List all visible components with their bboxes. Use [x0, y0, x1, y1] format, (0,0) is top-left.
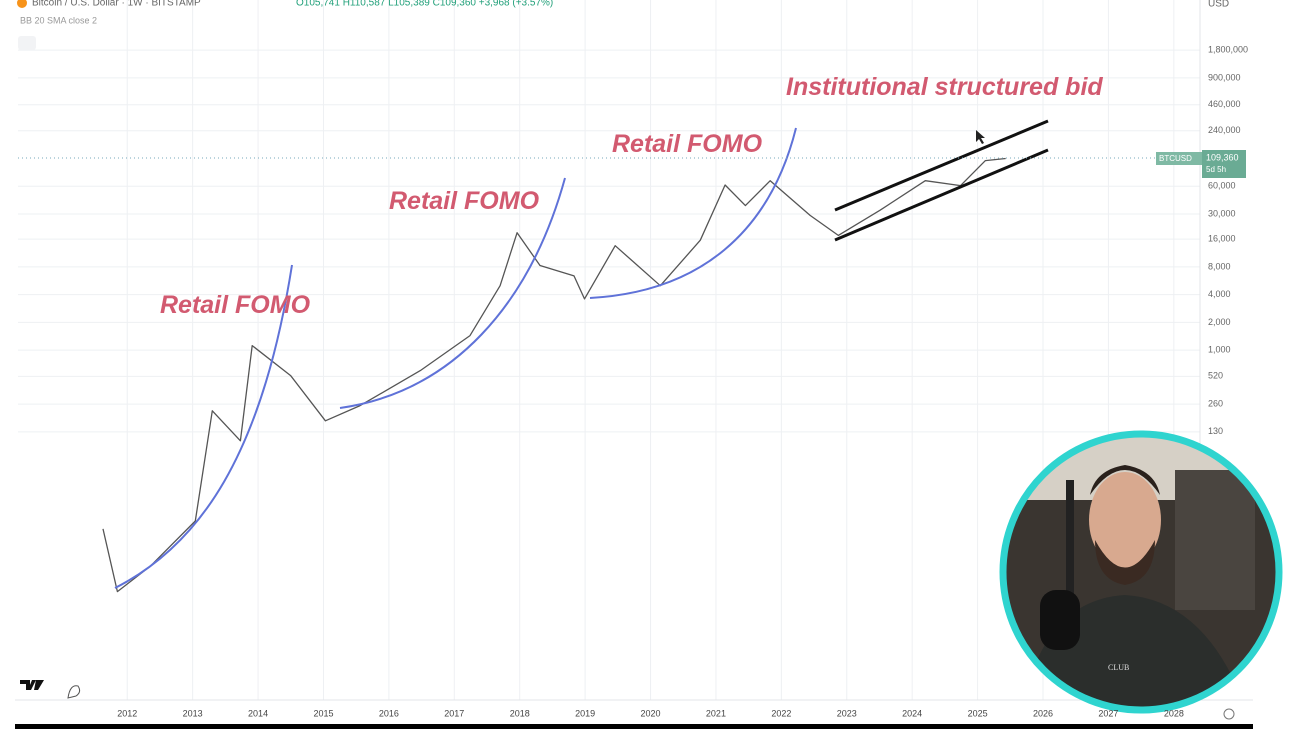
y-tick-label: 60,000 [1208, 181, 1236, 191]
price-line [102, 157, 1006, 593]
x-tick-label: 2018 [510, 708, 530, 718]
y-tick-label: 8,000 [1208, 261, 1231, 271]
fomo-curve [339, 177, 566, 409]
x-tick-label: 2019 [575, 708, 595, 718]
y-tick-label: 4,000 [1208, 289, 1231, 299]
symbol-tag-text: BTCUSD [1159, 154, 1192, 163]
x-tick-label: 2028 [1164, 708, 1184, 718]
countdown: 5d 5h [1206, 165, 1226, 174]
fomo-curve [589, 127, 797, 299]
y-tick-label: 520 [1208, 371, 1223, 381]
y-tick-label: 240,000 [1208, 125, 1241, 135]
x-tick-label: 2016 [379, 708, 399, 718]
y-tick-label: 2,000 [1208, 317, 1231, 327]
symbol: Bitcoin / U.S. Dollar · 1W · BITSTAMP [32, 0, 201, 9]
fomo-curve [114, 264, 293, 589]
replay-icon [67, 685, 81, 699]
annotation: Retail FOMO [160, 291, 311, 319]
annotation: Institutional structured bid [786, 73, 1103, 101]
x-tick-label: 2012 [117, 708, 137, 718]
annotation: Retail FOMO [389, 187, 540, 215]
x-tick-label: 2022 [771, 708, 791, 718]
y-tick-label: 1,000 [1208, 345, 1231, 355]
y-tick-label: 130 [1208, 426, 1223, 436]
annotation: Retail FOMO [612, 130, 763, 158]
y-tick-label: 1,800,000 [1208, 45, 1248, 55]
webcam-border [999, 430, 1283, 714]
x-tick-label: 2025 [968, 708, 988, 718]
x-tick-label: 2015 [313, 708, 333, 718]
bottom-bar [15, 724, 1253, 729]
x-tick-label: 2017 [444, 708, 464, 718]
collapse-button[interactable] [18, 36, 36, 50]
cursor [976, 130, 985, 144]
grid [18, 0, 1200, 700]
x-tick-label: 2027 [1098, 708, 1118, 718]
price-tag [1202, 150, 1246, 178]
y-tick-label: 30,000 [1208, 208, 1236, 218]
x-tick-label: 2013 [183, 708, 203, 718]
y-tick-label: 16,000 [1208, 234, 1236, 244]
symbol-tag [1156, 152, 1202, 165]
y-tick-label: 900,000 [1208, 72, 1241, 82]
y-tick-label: 260 [1208, 398, 1223, 408]
x-tick-label: 2014 [248, 708, 268, 718]
channel-line [834, 148, 1049, 242]
x-tick-label: 2024 [902, 708, 922, 718]
ohlc: O105,741 H110,587 L105,389 C109,360 +3,9… [296, 0, 553, 9]
channel-line [834, 119, 1049, 212]
logo [20, 680, 44, 690]
indicator: BB 20 SMA close 2 [20, 15, 97, 25]
coin-icon [17, 0, 27, 8]
settings-icon[interactable] [1223, 708, 1235, 720]
price-tag-text: 109,360 [1206, 152, 1239, 162]
svg-text:CLUB: CLUB [1108, 663, 1129, 672]
x-tick-label: 2021 [706, 708, 726, 718]
currency: USD [1208, 0, 1229, 10]
x-tick-label: 2020 [641, 708, 661, 718]
y-tick-label: 460,000 [1208, 99, 1241, 109]
x-tick-label: 2026 [1033, 708, 1053, 718]
x-tick-label: 2023 [837, 708, 857, 718]
